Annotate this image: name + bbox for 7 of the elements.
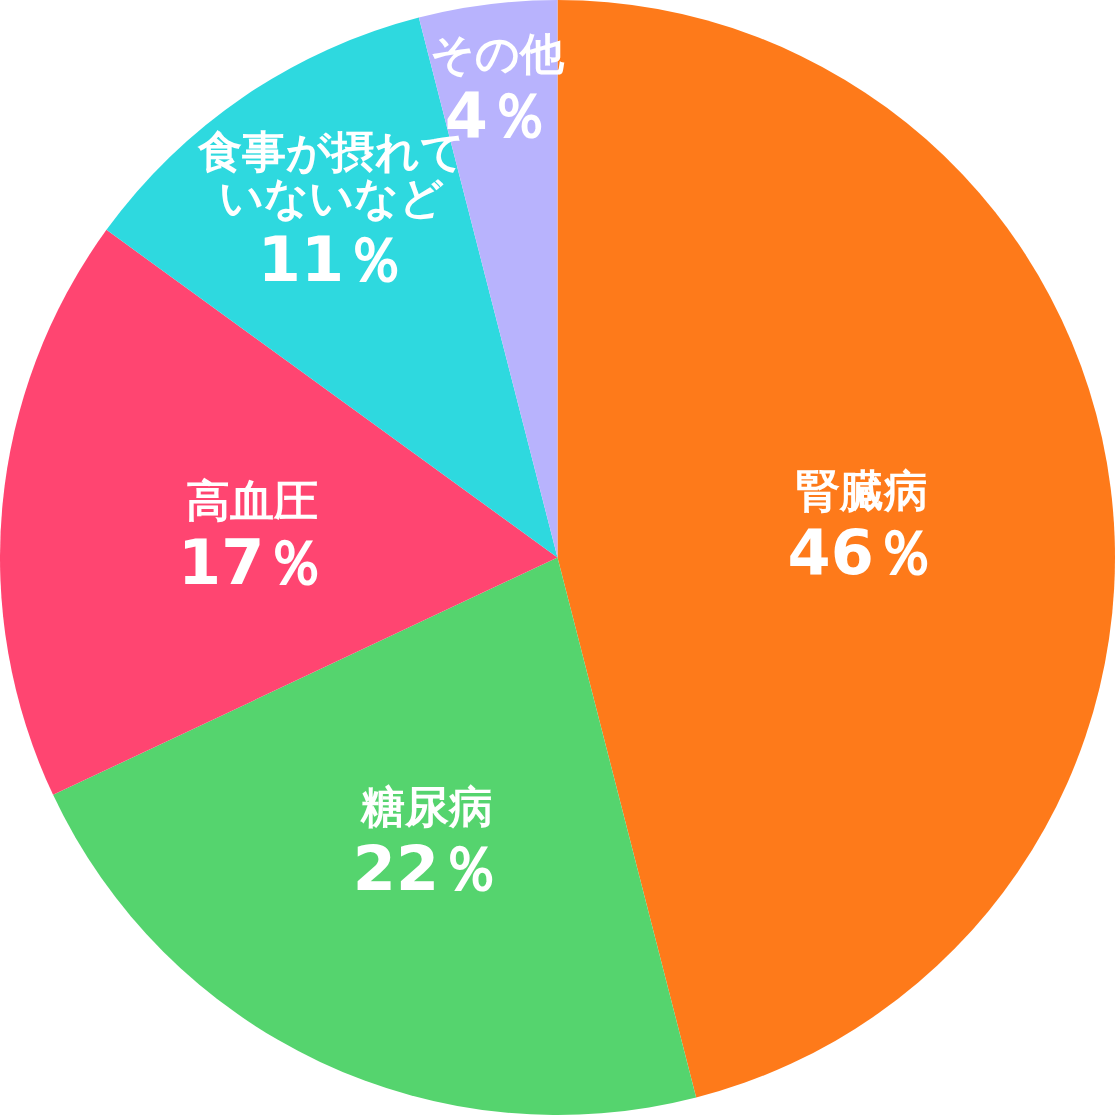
slice-label: 糖尿病 [359,780,493,832]
data-label: 46％ [787,516,936,590]
data-label: 17％ [178,525,327,599]
slice-label: 腎臓病 [795,465,928,517]
data-label: 22％ [352,831,502,905]
slice-label: 高血圧 [186,474,319,526]
data-label: 11％ [257,222,407,296]
